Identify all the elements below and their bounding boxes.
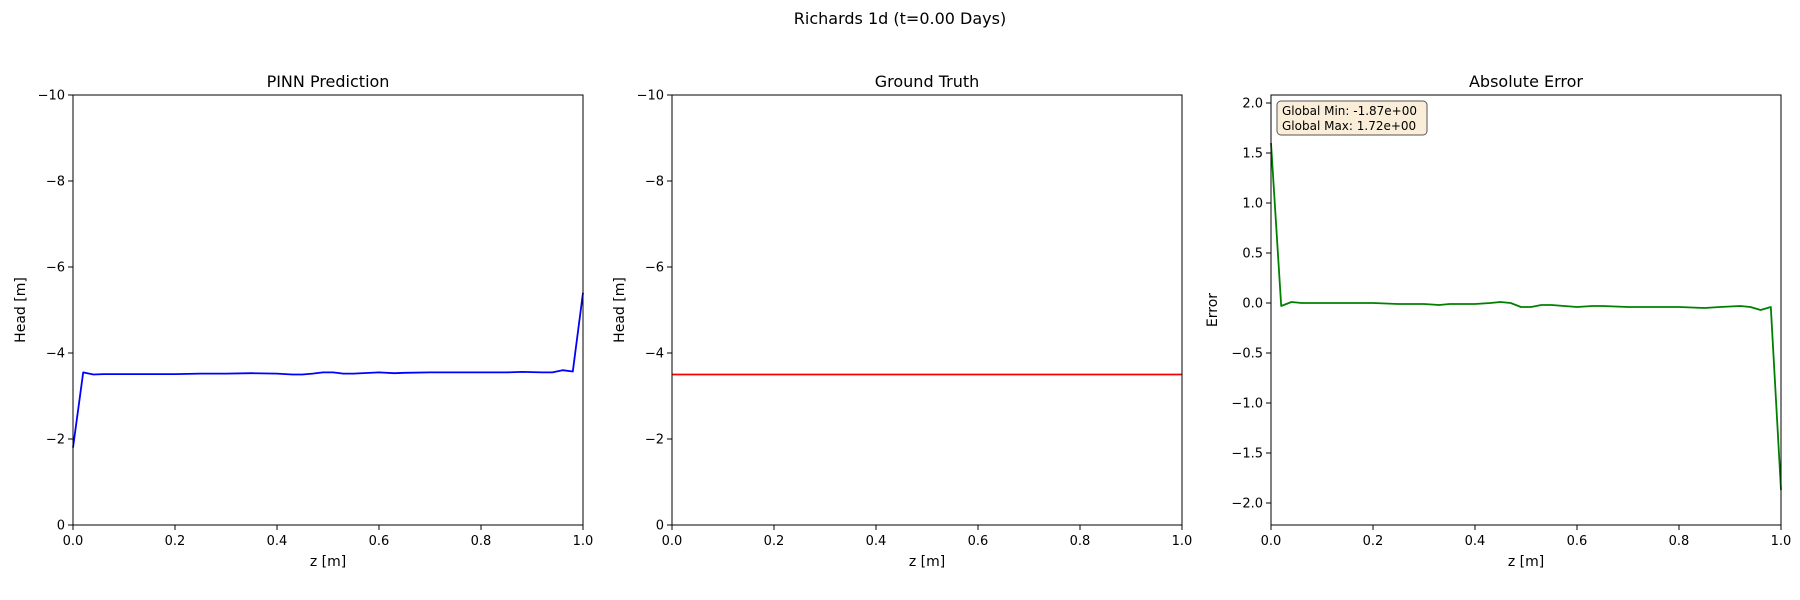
y-tick-label: −8 (645, 175, 664, 190)
x-tick-label: 0.2 (1363, 534, 1384, 549)
panel-title: Ground Truth (875, 72, 980, 91)
y-tick-label: −1.0 (1231, 397, 1263, 412)
plot-frame (1270, 94, 1782, 526)
x-axis-label: z [m] (909, 554, 945, 570)
series-line (72, 292, 584, 448)
y-tick-label: −4 (46, 347, 65, 362)
y-tick-label: −0.5 (1231, 347, 1263, 362)
y-tick-label: −2 (46, 433, 65, 448)
x-tick-label: 0.0 (63, 534, 84, 549)
figure-suptitle: Richards 1d (t=0.00 Days) (794, 9, 1006, 28)
y-tick-label: 0.5 (1242, 247, 1263, 262)
y-tick-label: 0.0 (1242, 297, 1263, 312)
y-tick-label: 1.0 (1242, 197, 1263, 212)
stats-box-background (1276, 100, 1428, 136)
x-tick-label: 0.2 (165, 534, 186, 549)
x-tick-label: 1.0 (1771, 534, 1792, 549)
panel-title: Absolute Error (1469, 72, 1583, 91)
y-tick-label: 2.0 (1242, 97, 1263, 112)
y-tick-labels: 0 −2 −4 −6 −8 −10 (637, 89, 672, 534)
x-tick-label: 0.4 (1465, 534, 1486, 549)
series-lines (1270, 142, 1782, 491)
y-tick-labels: −2.0 −1.5 −1.0 −0.5 0.0 0.5 1.0 1.5 2.0 (1231, 97, 1271, 512)
series-line (1270, 142, 1782, 491)
y-axis-label: Head [m] (13, 277, 29, 343)
y-tick-label: −8 (46, 175, 65, 190)
x-tick-label: 0.4 (866, 534, 887, 549)
series-lines (72, 292, 584, 448)
stats-box: Global Min: -1.87e+00 Global Max: 1.72e+… (1276, 100, 1428, 136)
y-tick-label: −6 (645, 261, 664, 276)
x-tick-labels: 0.0 0.2 0.4 0.6 0.8 1.0 (1261, 525, 1792, 549)
x-tick-label: 0.0 (662, 534, 683, 549)
y-tick-label: 0 (57, 519, 65, 534)
stats-global-min: Global Min: -1.87e+00 (1282, 104, 1417, 118)
x-tick-label: 1.0 (1172, 534, 1193, 549)
x-axis-label: z [m] (1508, 554, 1544, 570)
x-tick-label: 1.0 (573, 534, 594, 549)
y-tick-label: −2 (645, 433, 664, 448)
y-tick-label: 0 (656, 519, 664, 534)
y-tick-label: −1.5 (1231, 447, 1263, 462)
plot-frame (671, 94, 1183, 526)
y-tick-labels: 0 −2 −4 −6 −8 −10 (38, 89, 73, 534)
stats-global-max: Global Max: 1.72e+00 (1282, 119, 1416, 133)
y-tick-label: −10 (38, 89, 65, 104)
x-tick-label: 0.6 (1567, 534, 1588, 549)
panel-pinn-prediction: PINN Prediction 0.0 0.2 0.4 0.6 0.8 1.0 0 −2 −4… (13, 72, 593, 570)
panel-title: PINN Prediction (267, 72, 390, 91)
y-axis-label: Head [m] (612, 277, 628, 343)
y-tick-label: −10 (637, 89, 664, 104)
y-tick-label: 1.5 (1242, 147, 1263, 162)
panel-absolute-error: Absolute Error 0.0 0.2 0.4 0.6 0.8 1.0 −2.0 −1… (1205, 72, 1791, 570)
x-tick-label: 0.6 (968, 534, 989, 549)
x-tick-label: 0.8 (1669, 534, 1690, 549)
x-tick-label: 0.8 (1070, 534, 1091, 549)
y-axis-label: Error (1205, 293, 1221, 327)
x-tick-label: 0.2 (764, 534, 785, 549)
y-tick-label: −6 (46, 261, 65, 276)
x-tick-label: 0.8 (471, 534, 492, 549)
y-tick-label: −2.0 (1231, 497, 1263, 512)
x-tick-labels: 0.0 0.2 0.4 0.6 0.8 1.0 (63, 525, 594, 549)
x-tick-labels: 0.0 0.2 0.4 0.6 0.8 1.0 (662, 525, 1193, 549)
x-tick-label: 0.4 (267, 534, 288, 549)
y-tick-label: −4 (645, 347, 664, 362)
panel-ground-truth: Ground Truth 0.0 0.2 0.4 0.6 0.8 1.0 0 −2 −4 −6 −… (612, 72, 1192, 570)
x-axis-label: z [m] (310, 554, 346, 570)
x-tick-label: 0.0 (1261, 534, 1282, 549)
plot-frame (72, 94, 584, 526)
x-tick-label: 0.6 (369, 534, 390, 549)
